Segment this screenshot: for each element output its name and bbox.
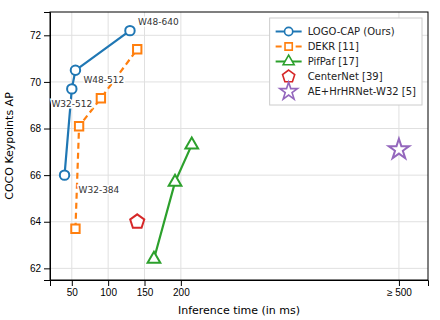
- tick-mark: [145, 280, 146, 286]
- tick: 62: [30, 263, 50, 274]
- x-axis-title: Inference time (in ms): [178, 304, 300, 317]
- grid-line: [50, 175, 428, 176]
- tick-label: 50: [67, 287, 79, 298]
- legend-item: PifPaf [17]: [276, 55, 359, 67]
- point: [148, 252, 161, 263]
- tick-mark: [44, 222, 50, 223]
- point: [71, 66, 80, 75]
- series-line: [154, 145, 192, 259]
- annotation: W48-640: [138, 17, 179, 27]
- y-axis-title: COCO Keypoints AP: [3, 92, 16, 200]
- grid-line: [50, 221, 428, 222]
- annotation: W48-512: [83, 75, 124, 85]
- point: [67, 84, 76, 93]
- y-axis: 62 64 66 68 70 72: [30, 13, 51, 281]
- legend-label: PifPaf [17]: [308, 56, 359, 67]
- tick: 72: [30, 30, 50, 41]
- legend: LOGO-CAP (Ours) DEKR [11] PifPaf [17] Cente…: [270, 18, 422, 105]
- grid-line: [50, 128, 428, 129]
- annotation: W32-512: [51, 99, 92, 109]
- tick-label: 62: [30, 263, 42, 274]
- tick: ≥ 500: [387, 280, 412, 298]
- legend-box: [270, 18, 422, 105]
- tick-label: ≥ 500: [387, 287, 412, 298]
- legend-symbol: [285, 27, 293, 35]
- tick-label: 150: [137, 287, 154, 298]
- legend-item: LOGO-CAP (Ours): [276, 26, 395, 37]
- tick: 70: [30, 77, 50, 88]
- grid-line: [180, 12, 181, 280]
- legend-symbol: [280, 82, 298, 99]
- tick-mark: [181, 280, 182, 286]
- annotation: W32-384: [79, 185, 120, 195]
- tick-label: 200: [173, 287, 190, 298]
- point: [169, 175, 182, 186]
- point: [97, 94, 105, 102]
- tick-label: 64: [30, 216, 42, 227]
- legend-symbol: [285, 43, 292, 50]
- series-line: [75, 49, 137, 228]
- point: [185, 137, 198, 148]
- x-axis: 50 100 150 200 ≥ 500: [51, 280, 429, 298]
- tick-label: 68: [30, 123, 42, 134]
- legend-symbol: [283, 55, 294, 65]
- point: [71, 225, 79, 233]
- grid-line: [144, 12, 145, 280]
- tick: 64: [30, 216, 50, 227]
- grid-line: [108, 12, 109, 280]
- tick-label: 66: [30, 170, 42, 181]
- point: [133, 45, 141, 53]
- tick: 100: [100, 280, 117, 298]
- tick-mark: [44, 268, 50, 269]
- marks: [60, 26, 409, 263]
- tick-mark: [399, 280, 400, 286]
- tick: 50: [67, 280, 79, 298]
- tick-mark: [44, 82, 50, 83]
- tick-mark: [108, 280, 109, 286]
- point: [130, 214, 144, 227]
- legend-item: AE+HrHRNet-W32 [5]: [280, 82, 416, 99]
- tick-label: 72: [30, 30, 42, 41]
- tick: 200: [173, 280, 190, 298]
- tick: 68: [30, 123, 50, 134]
- tick-mark: [72, 280, 73, 286]
- point: [60, 170, 69, 179]
- tick: 150: [137, 280, 154, 298]
- tick-mark: [44, 175, 50, 176]
- point: [75, 122, 83, 130]
- legend-label: LOGO-CAP (Ours): [308, 26, 395, 37]
- legend-item: DEKR [11]: [276, 41, 359, 52]
- legend-label: CenterNet [39]: [308, 71, 383, 82]
- point: [389, 139, 409, 158]
- legend-item: CenterNet [39]: [283, 70, 383, 82]
- point: [125, 26, 134, 35]
- legend-label: DEKR [11]: [308, 41, 359, 52]
- tick-label: 70: [30, 77, 42, 88]
- tick: 66: [30, 170, 50, 181]
- axis-line: [44, 13, 51, 281]
- grid-line: [50, 268, 428, 269]
- annotations: W32-384 W48-512 W32-512 W48-640: [51, 17, 179, 195]
- axis-line: [51, 281, 429, 287]
- grid-line: [71, 12, 72, 280]
- tick-mark: [44, 129, 50, 130]
- legend-label: AE+HrHRNet-W32 [5]: [308, 86, 416, 97]
- tick-label: 100: [100, 287, 117, 298]
- plot: 50 100 150 200 ≥ 500 62 64 66 68 70 72 LOGO-CAP (Ou…: [30, 12, 429, 298]
- tick-mark: [44, 35, 50, 36]
- plot-frame: [50, 12, 428, 280]
- chart: 50 100 150 200 ≥ 500 62 64 66 68 70 72 LOGO-CAP (Ou…: [0, 0, 440, 320]
- grid: [50, 12, 428, 280]
